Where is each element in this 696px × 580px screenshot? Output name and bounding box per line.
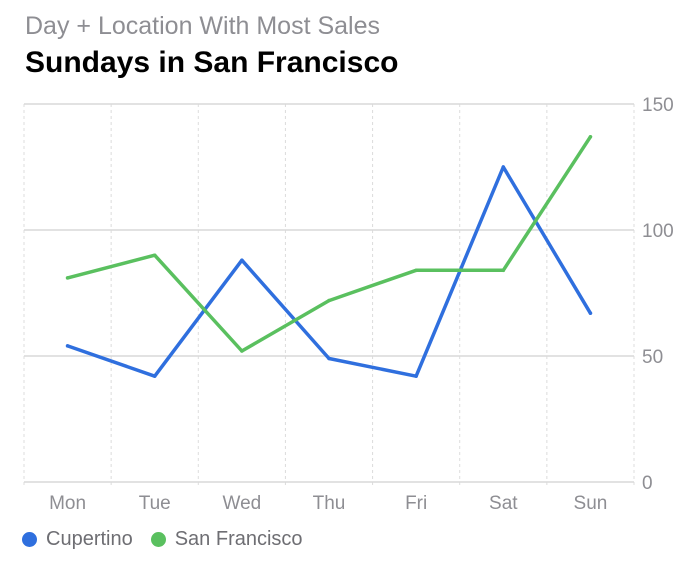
- y-tick-label: 150: [642, 95, 674, 116]
- x-tick-label: Mon: [49, 493, 86, 514]
- data-point-cupertino: [327, 356, 331, 361]
- data-point-cupertino: [588, 311, 593, 315]
- data-point-san-francisco: [240, 349, 244, 353]
- chart-legend: Cupertino San Francisco: [22, 528, 321, 551]
- x-tick-label: Sun: [574, 493, 608, 514]
- data-point-san-francisco: [588, 135, 593, 139]
- legend-label-san-francisco: San Francisco: [174, 528, 303, 550]
- x-tick-label: Fri: [405, 493, 427, 514]
- data-point-san-francisco: [501, 268, 506, 273]
- legend-dot-san-francisco: [150, 532, 166, 547]
- data-point-san-francisco: [414, 268, 418, 273]
- data-point-cupertino: [414, 374, 418, 378]
- chart-title: Sundays in San Francisco: [25, 46, 399, 79]
- chart-subtitle: Day + Location With Most Sales: [25, 12, 381, 40]
- y-tick-label: 50: [642, 347, 663, 368]
- legend-dot-cupertino: [22, 532, 37, 547]
- series-line-cupertino: [65, 165, 593, 378]
- data-point-cupertino: [152, 374, 157, 378]
- x-tick-label: Tue: [139, 493, 171, 514]
- data-point-cupertino: [240, 258, 244, 262]
- data-point-san-francisco: [152, 253, 157, 257]
- data-point-san-francisco: [327, 298, 331, 303]
- x-tick-label: Wed: [222, 493, 261, 514]
- x-tick-label: Sat: [489, 493, 518, 514]
- series-line-san-francisco: [65, 135, 593, 353]
- line-chart: 0 50 100 150 Mon Tue Wed Thu Fri Sat Sun: [23, 95, 674, 514]
- data-point-san-francisco: [65, 276, 70, 280]
- legend-item-cupertino: Cupertino: [22, 528, 133, 551]
- legend-item-san-francisco: San Francisco: [150, 528, 303, 551]
- y-tick-label: 100: [642, 221, 674, 242]
- data-point-cupertino: [501, 165, 506, 169]
- x-tick-label: Thu: [313, 493, 346, 514]
- data-point-cupertino: [65, 344, 70, 348]
- legend-label-cupertino: Cupertino: [46, 528, 133, 550]
- y-tick-label: 0: [642, 473, 653, 494]
